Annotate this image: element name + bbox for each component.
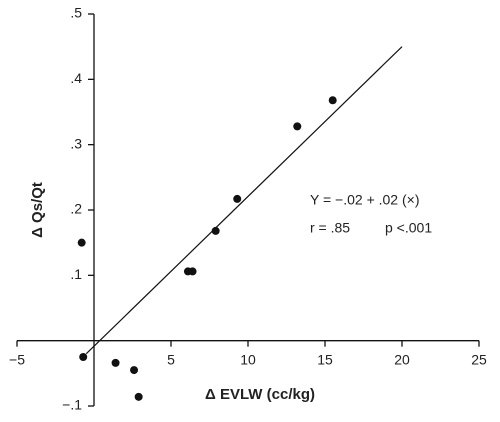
point [79,353,88,361]
y-tick-label: .2 [70,201,82,217]
annotation: p <.001 [385,220,432,236]
point [328,96,337,105]
y-tick-label: .4 [70,70,82,86]
point [188,267,197,276]
y-tick-label: −.1 [62,397,82,413]
x-tick-label: 15 [317,351,333,367]
x-tick-label: 25 [471,351,487,367]
fit-line [85,46,403,355]
x-axis-label: Δ EVLW (cc/kg) [205,386,315,403]
point [211,226,220,235]
point [130,366,139,375]
x-tick-label: −5 [9,351,25,367]
x-tick-label: 5 [167,351,175,367]
y-tick-label: .5 [70,5,82,21]
point [233,194,242,203]
y-tick-label: .3 [70,135,82,151]
annotation: Y = −.02 + .02 (×) [310,192,419,208]
annotation: r = .85 [310,220,350,236]
y-tick-label: .1 [70,266,82,282]
point [293,122,302,131]
point [77,238,86,247]
point [134,392,143,401]
y-axis-label: Δ Qs/Qt [29,182,46,238]
point [111,358,120,367]
x-tick-label: 20 [394,351,410,367]
x-tick-label: 10 [240,351,256,367]
